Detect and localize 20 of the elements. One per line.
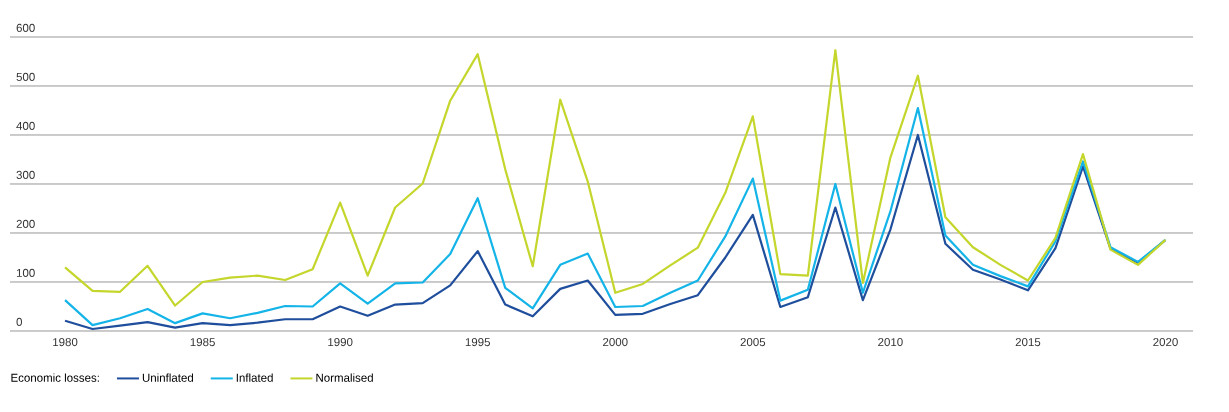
legend-label: Inflated <box>236 373 273 382</box>
y-tick-label: 100 <box>16 268 35 277</box>
y-tick-label: 300 <box>16 170 35 179</box>
legend-label: Uninflated <box>142 373 193 382</box>
y-tick-label: 400 <box>16 121 35 130</box>
legend-label: Normalised <box>316 373 373 382</box>
x-tick-label: 1990 <box>328 338 353 347</box>
x-tick-label: 2005 <box>740 338 766 347</box>
x-tick-label: 2020 <box>1153 338 1178 347</box>
y-tick-label: 500 <box>16 72 35 81</box>
legend-title: Economic losses: <box>11 373 99 382</box>
x-tick-label: 2015 <box>1015 338 1041 347</box>
x-tick-label: 1995 <box>465 338 491 347</box>
x-tick-label: 2000 <box>603 338 628 347</box>
y-tick-label: 0 <box>16 317 22 326</box>
x-tick-label: 1980 <box>53 338 78 347</box>
x-tick-label: 1985 <box>190 338 215 347</box>
y-tick-label: 200 <box>16 219 35 228</box>
y-tick-label: 600 <box>16 23 35 32</box>
x-tick-label: 2010 <box>878 338 903 347</box>
